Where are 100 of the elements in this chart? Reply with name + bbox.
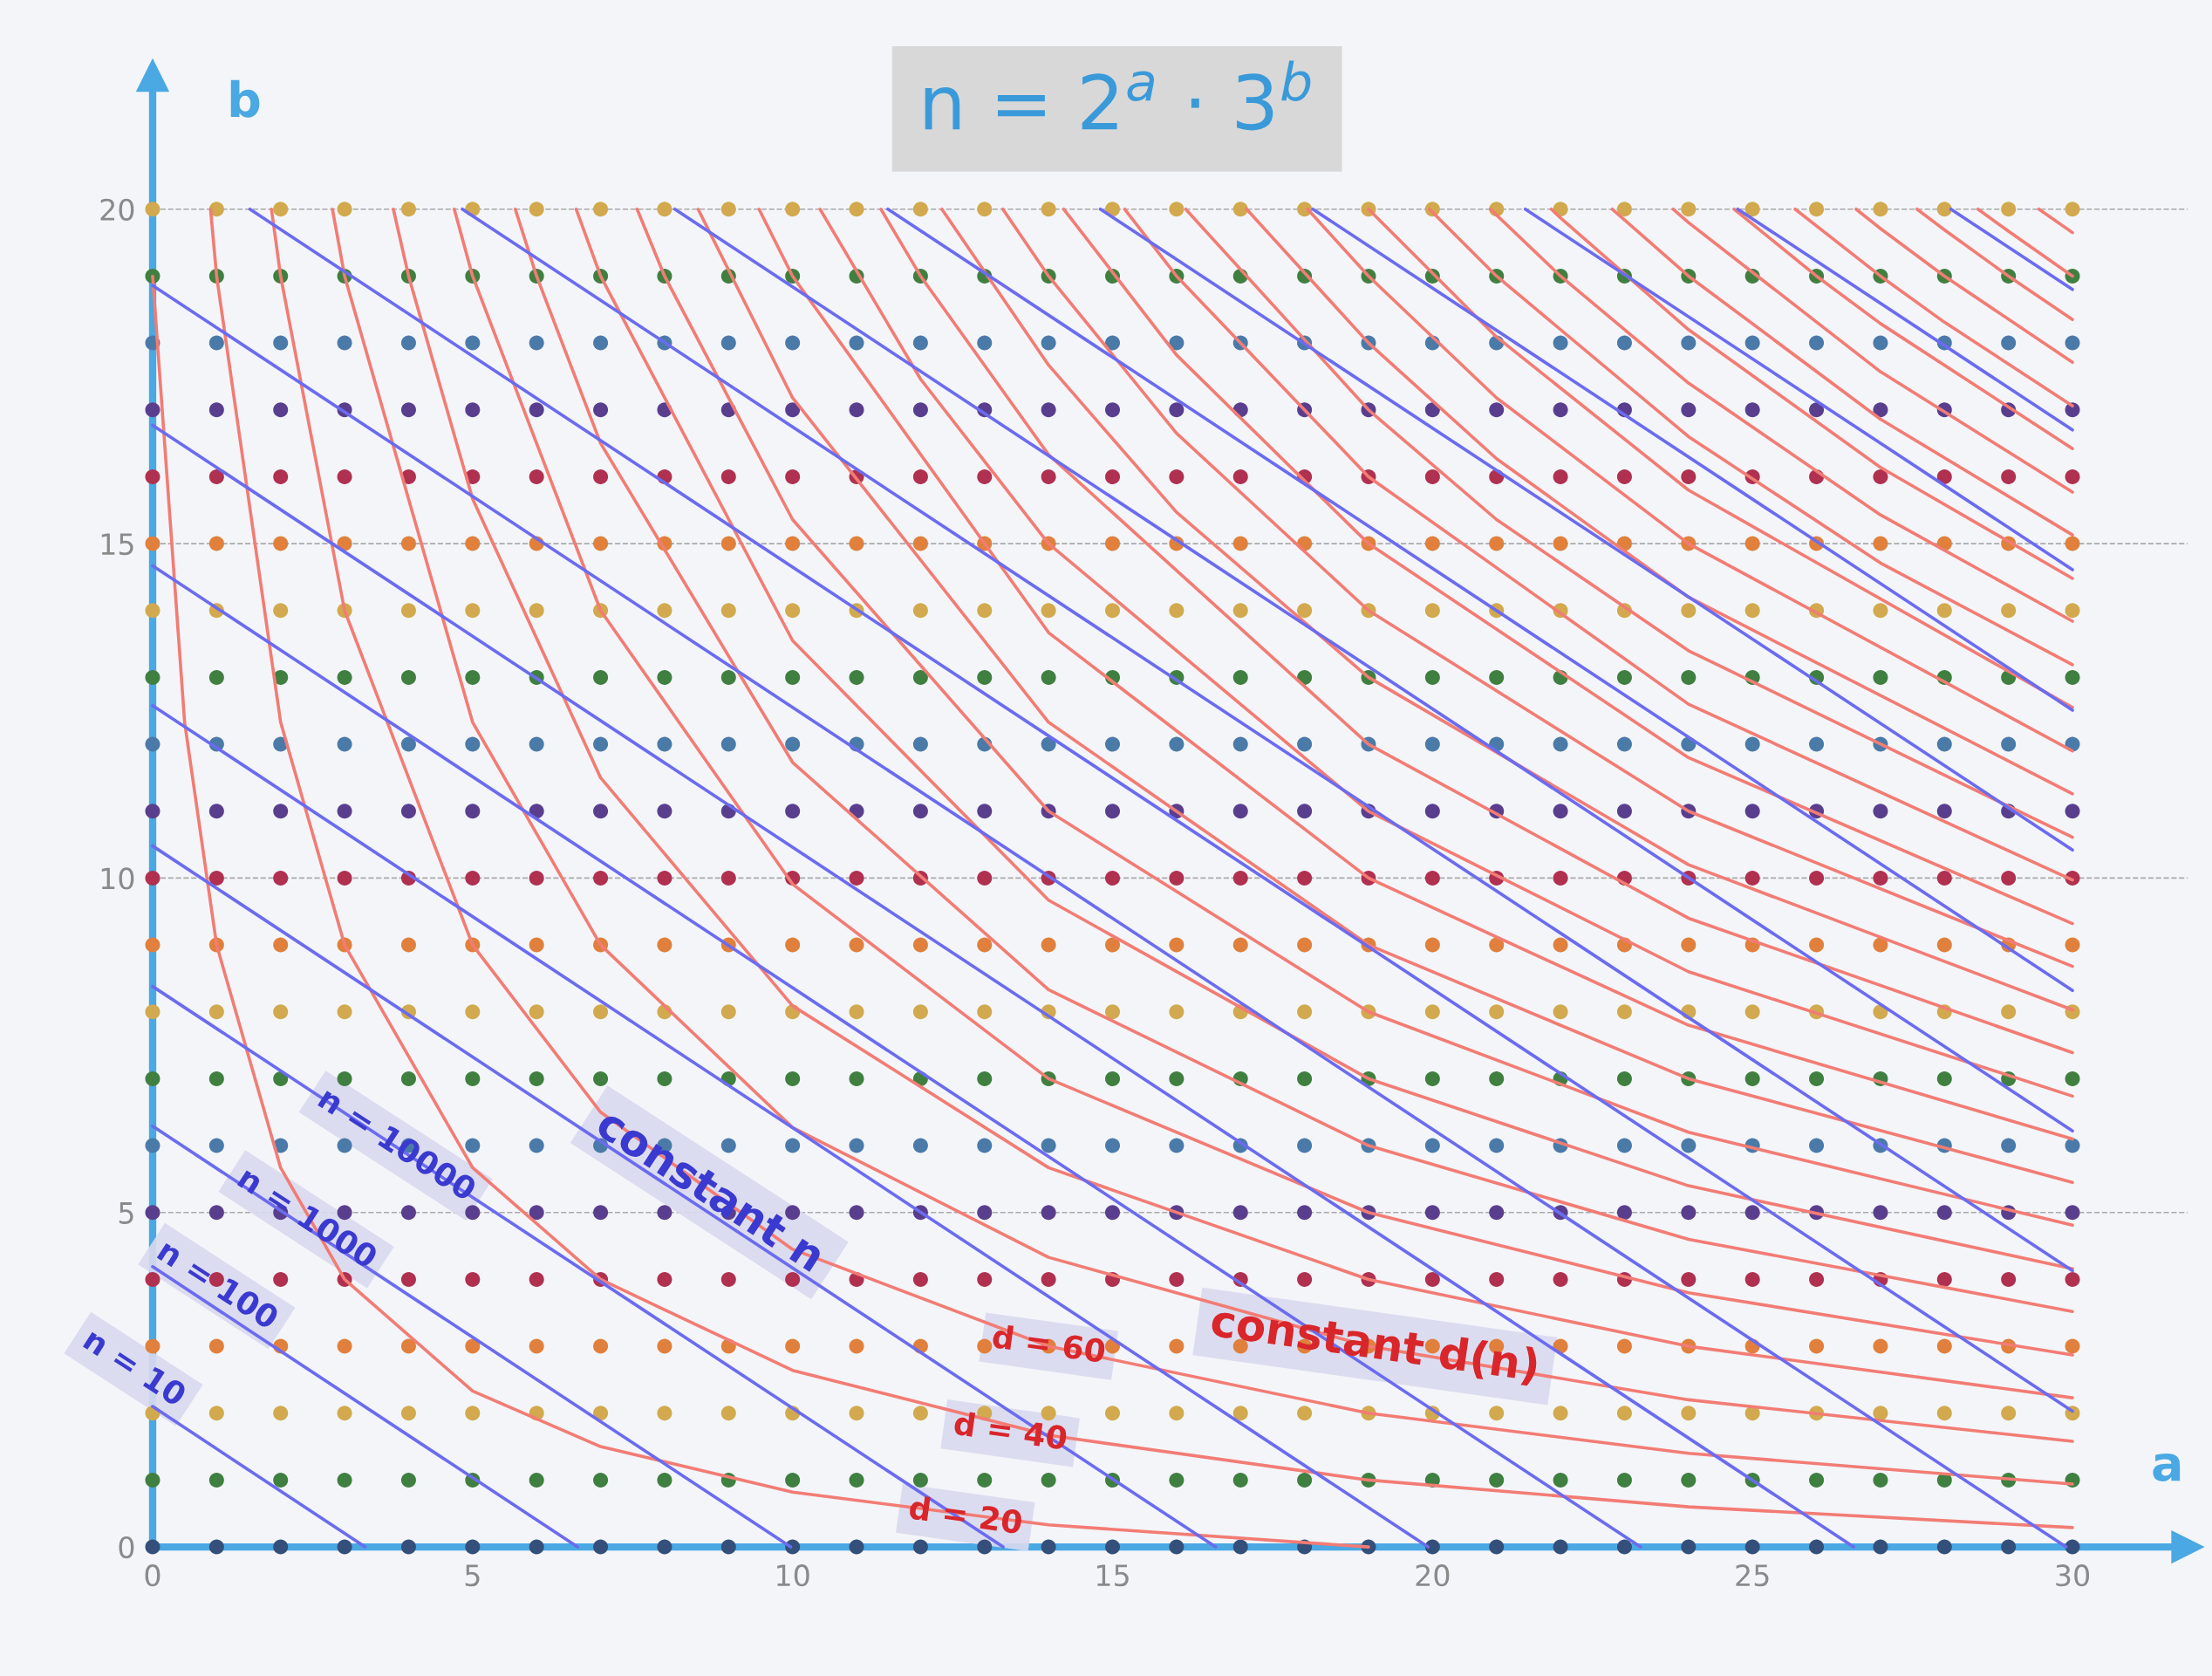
point [1936, 1071, 1952, 1086]
point [1105, 1071, 1121, 1086]
point [1744, 736, 1760, 752]
point [1681, 669, 1697, 685]
point [2001, 736, 2017, 752]
point [2065, 202, 2080, 217]
point [337, 1004, 352, 1020]
point [657, 1539, 672, 1555]
point [1297, 1472, 1313, 1488]
point [1169, 469, 1185, 484]
point [593, 804, 609, 819]
point [1744, 536, 1760, 551]
point [1489, 1406, 1505, 1421]
point [720, 1539, 736, 1555]
point [977, 1271, 993, 1287]
point [337, 1338, 352, 1354]
point [1873, 1472, 1888, 1488]
point [145, 1205, 160, 1221]
point [208, 335, 224, 351]
point [657, 603, 672, 619]
point [1424, 1338, 1440, 1354]
point [977, 1138, 993, 1153]
point [912, 536, 928, 551]
point [977, 603, 993, 619]
point [1616, 1071, 1632, 1086]
point [593, 469, 609, 484]
point [912, 603, 928, 619]
point [1232, 202, 1248, 217]
point [1809, 1539, 1825, 1555]
point [400, 1071, 416, 1086]
point [1553, 469, 1568, 484]
point [1489, 1205, 1505, 1221]
point [1105, 402, 1121, 418]
annotation: d = 60 [992, 1323, 1106, 1364]
point [849, 1138, 864, 1153]
point [1169, 1071, 1185, 1086]
point [785, 536, 801, 551]
point [465, 804, 481, 819]
point [529, 1271, 544, 1287]
point [1041, 603, 1056, 619]
point [1297, 870, 1313, 886]
point [1232, 1472, 1248, 1488]
point [1681, 1472, 1697, 1488]
point [529, 1004, 544, 1020]
point [529, 469, 544, 484]
point [1681, 603, 1697, 619]
point [785, 335, 801, 351]
point [1105, 1539, 1121, 1555]
point [977, 1004, 993, 1020]
point [977, 469, 993, 484]
point [1169, 1338, 1185, 1354]
point [1553, 870, 1568, 886]
point [1873, 870, 1888, 886]
x-tick-label: 0 [145, 1564, 160, 1587]
point [2001, 202, 2017, 217]
point [1105, 870, 1121, 886]
point [145, 536, 160, 551]
point [785, 469, 801, 484]
point [1681, 1205, 1697, 1221]
point [1616, 1205, 1632, 1221]
point [593, 536, 609, 551]
point [273, 202, 289, 217]
point [208, 469, 224, 484]
point [465, 1406, 481, 1421]
point [1553, 1472, 1568, 1488]
point [657, 804, 672, 819]
point [337, 870, 352, 886]
point [465, 335, 481, 351]
point [1553, 1004, 1568, 1020]
point [1297, 804, 1313, 819]
x-tick-label: 10 [777, 1564, 809, 1587]
point [208, 870, 224, 886]
point [1681, 1539, 1697, 1555]
point [529, 736, 544, 752]
point [1744, 335, 1760, 351]
point [1041, 1406, 1056, 1421]
point [1169, 603, 1185, 619]
point [977, 1071, 993, 1086]
point [465, 402, 481, 418]
point [1489, 1271, 1505, 1287]
point [720, 1004, 736, 1020]
point [529, 402, 544, 418]
point [1809, 335, 1825, 351]
point [1744, 870, 1760, 886]
point [1681, 469, 1697, 484]
point [400, 1205, 416, 1221]
point [977, 1205, 993, 1221]
point [529, 603, 544, 619]
point [1424, 669, 1440, 685]
point [208, 1071, 224, 1086]
point [657, 870, 672, 886]
point [1616, 1004, 1632, 1020]
point [1873, 1406, 1888, 1421]
point [593, 1004, 609, 1020]
point [1936, 736, 1952, 752]
point [849, 1004, 864, 1020]
point [1873, 402, 1888, 418]
point [1169, 937, 1185, 953]
point [720, 335, 736, 351]
point [2065, 937, 2080, 953]
